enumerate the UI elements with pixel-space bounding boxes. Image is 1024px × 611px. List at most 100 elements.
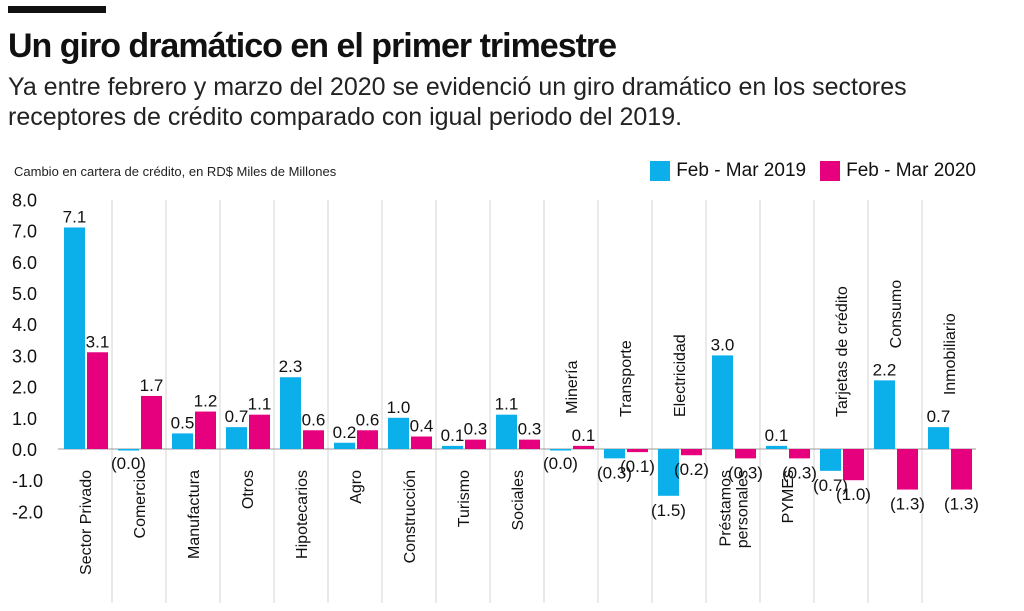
bar-2020 — [735, 449, 756, 459]
data-label-2019: 2.2 — [873, 360, 897, 379]
y-tick-label: 8.0 — [12, 190, 37, 210]
bar-2020 — [627, 449, 648, 453]
bar-2019 — [550, 449, 571, 451]
bar-2019 — [280, 377, 301, 449]
bar-2020 — [789, 449, 810, 459]
legend-label-2019: Feb - Mar 2019 — [676, 160, 807, 181]
y-tick-label: 6.0 — [12, 253, 37, 273]
bar-2020 — [141, 395, 162, 449]
category-label: Sociales — [510, 470, 527, 530]
category-label-line: Otros — [240, 470, 257, 509]
data-label-2019: 0.2 — [333, 423, 357, 442]
y-tick-label: -2.0 — [12, 502, 43, 522]
category-label-line: personales — [735, 470, 752, 548]
category-label: PYMEs — [780, 470, 797, 523]
data-label-2019: (1.5) — [651, 501, 686, 520]
category-label: Comercio — [132, 470, 149, 539]
category-label: Turismo — [456, 470, 473, 527]
category-label: Minería — [564, 360, 581, 413]
y-tick-label: 2.0 — [12, 378, 37, 398]
legend-item-2020: Feb - Mar 2020 — [820, 160, 976, 182]
chart-title: Un giro dramático en el primer trimestre — [8, 27, 617, 65]
bar-2020 — [411, 436, 432, 449]
category-label-line: Sector Privado — [78, 470, 95, 575]
category-label: Electricidad — [672, 334, 689, 417]
bar-2019 — [820, 449, 841, 471]
bar-2019 — [604, 449, 625, 459]
bar-2020 — [195, 411, 216, 449]
unit-note: Cambio en cartera de crédito, en RD$ Mil… — [14, 164, 337, 179]
category-label-line: Tarjetas de crédito — [834, 286, 851, 417]
category-label-line: Electricidad — [672, 334, 689, 417]
category-label-line: Minería — [564, 360, 581, 413]
data-label-2019: 2.3 — [279, 357, 303, 376]
bar-2020 — [951, 449, 972, 490]
bar-2019 — [658, 449, 679, 496]
bar-2019 — [442, 445, 463, 449]
data-label-2020: 0.1 — [572, 426, 596, 445]
category-label: Consumo — [888, 280, 905, 349]
data-label-2019: 0.7 — [225, 407, 249, 426]
bar-2020 — [303, 430, 324, 449]
bar-2020 — [573, 445, 594, 449]
category-label-line: Turismo — [456, 470, 473, 527]
category-label: Sector Privado — [78, 470, 95, 575]
bar-2020 — [87, 352, 108, 449]
category-label: Inmobiliario — [942, 313, 959, 395]
data-label-2019: 0.7 — [927, 407, 951, 426]
category-label: Agro — [348, 470, 365, 504]
bar-2019 — [712, 355, 733, 449]
data-label-2020: 1.1 — [248, 395, 272, 414]
y-tick-label: -1.0 — [12, 471, 43, 491]
data-label-2020: (0.3) — [782, 463, 817, 482]
category-label-line: Comercio — [132, 470, 149, 539]
data-label-2019: 1.1 — [495, 395, 519, 414]
legend-label-2020: Feb - Mar 2020 — [846, 160, 976, 181]
data-label-2020: (1.3) — [890, 495, 925, 514]
bar-2020 — [465, 439, 486, 449]
bar-2020 — [519, 439, 540, 449]
bar-2019 — [226, 427, 247, 449]
y-tick-label: 3.0 — [12, 346, 37, 366]
y-tick-label: 1.0 — [12, 409, 37, 429]
category-label-line: Consumo — [888, 280, 905, 349]
data-label-2020: 3.1 — [86, 332, 110, 351]
data-label-2020: 0.6 — [356, 410, 380, 429]
category-label-line: Inmobiliario — [942, 313, 959, 395]
category-label-line: Construcción — [402, 470, 419, 563]
bar-2019 — [172, 433, 193, 449]
y-tick-label: 0.0 — [12, 440, 37, 460]
category-label-line: PYMEs — [780, 470, 797, 523]
bar-2020 — [357, 430, 378, 449]
category-label-line: Préstamos — [718, 470, 735, 546]
legend-item-2019: Feb - Mar 2019 — [650, 160, 806, 182]
data-label-2020: 0.3 — [464, 420, 488, 439]
legend-swatch-2020 — [820, 161, 841, 181]
category-label: Construcción — [402, 470, 419, 563]
legend: Feb - Mar 2019 Feb - Mar 2020 — [650, 160, 976, 182]
category-label: Manufactura — [186, 470, 203, 559]
bar-2019 — [334, 442, 355, 449]
data-label-2019: (0.7) — [813, 476, 848, 495]
bar-2020 — [843, 449, 864, 481]
category-label-line: Agro — [348, 470, 365, 504]
bar-2019 — [928, 427, 949, 449]
data-label-2020: (0.3) — [728, 463, 763, 482]
category-label: Otros — [240, 470, 257, 509]
category-label-line: Hipotecarios — [294, 470, 311, 559]
bar-2019 — [118, 449, 139, 451]
data-label-2019: 0.1 — [441, 426, 465, 445]
data-label-2019: 1.0 — [387, 398, 411, 417]
bar-2019 — [874, 380, 895, 449]
category-label: Transporte — [618, 340, 635, 417]
chart-subtitle: Ya entre febrero y marzo del 2020 se evi… — [8, 73, 907, 131]
y-tick-label: 4.0 — [12, 315, 37, 335]
data-label-2019: 0.5 — [171, 413, 195, 432]
category-label: Préstamospersonales — [718, 470, 752, 548]
data-label-2020: (0.1) — [620, 457, 655, 476]
data-label-2020: 0.4 — [410, 417, 434, 436]
data-label-2020: (1.3) — [944, 495, 979, 514]
data-label-2020: (1.0) — [836, 485, 871, 504]
bar-2019 — [64, 227, 85, 449]
data-label-2020: 0.3 — [518, 420, 542, 439]
